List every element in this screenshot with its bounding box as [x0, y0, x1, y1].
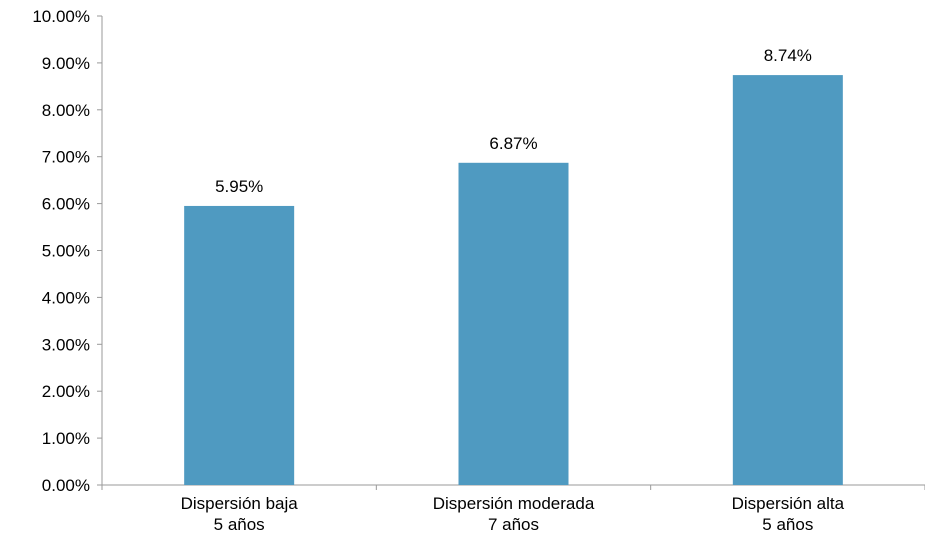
y-tick-label: 10.00%	[32, 7, 90, 26]
y-tick-label: 5.00%	[42, 242, 90, 261]
data-label: 8.74%	[764, 46, 812, 65]
y-tick-label: 2.00%	[42, 382, 90, 401]
bar	[458, 162, 569, 485]
y-tick-label: 6.00%	[42, 195, 90, 214]
bar	[732, 75, 843, 486]
y-tick-label: 8.00%	[42, 101, 90, 120]
y-tick-label: 3.00%	[42, 335, 90, 354]
x-category-label: Dispersión baja	[181, 494, 299, 513]
x-category-label: Dispersión alta	[732, 494, 845, 513]
bar	[184, 205, 295, 485]
bars	[184, 75, 843, 486]
x-category-label: 5 años	[762, 515, 813, 534]
x-category-label: Dispersión moderada	[433, 494, 595, 513]
data-label: 5.95%	[215, 177, 263, 196]
y-tick-label: 1.00%	[42, 429, 90, 448]
x-category-label: 7 años	[488, 515, 539, 534]
data-label: 6.87%	[489, 134, 537, 153]
x-category-label: 5 años	[214, 515, 265, 534]
x-axis: Dispersión baja 5 años Dispersión moderada…	[101, 484, 925, 534]
data-labels: 5.95% 6.87% 8.74%	[215, 46, 812, 196]
y-axis: 0.00% 1.00% 2.00% 3.00% 4.00% 5.00% 6.00% 7.00%…	[32, 7, 103, 495]
y-tick-label: 9.00%	[42, 54, 90, 73]
y-tick-label: 0.00%	[42, 476, 90, 495]
y-tick-label: 7.00%	[42, 148, 90, 167]
y-tick-label: 4.00%	[42, 288, 90, 307]
